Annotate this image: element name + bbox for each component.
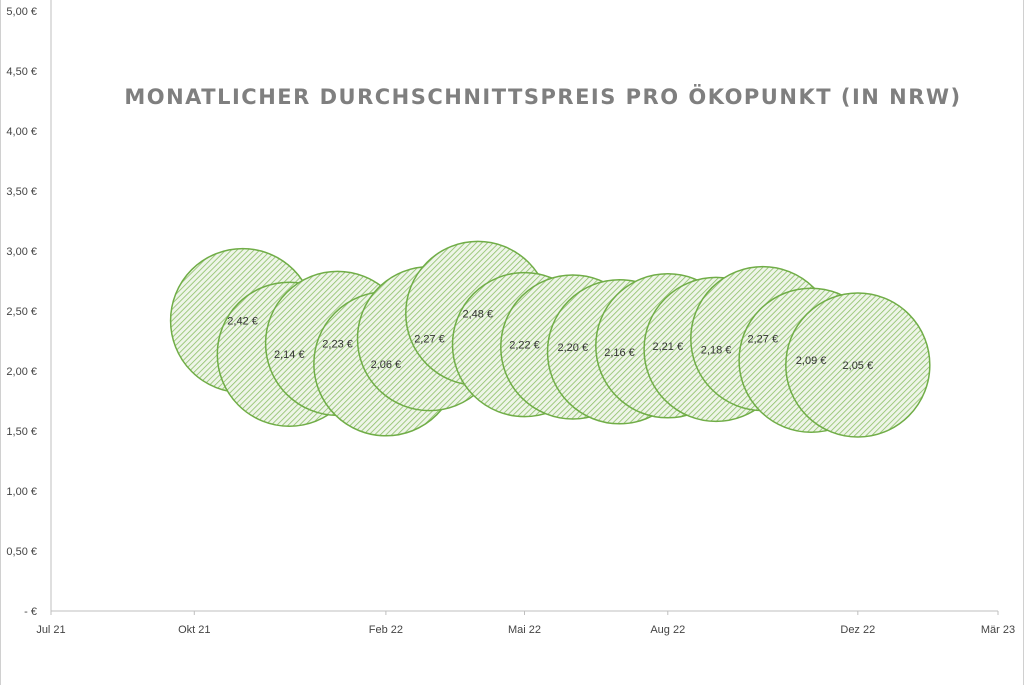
x-tick-label: Jul 21 (36, 624, 65, 636)
data-label: 2,23 € (322, 338, 353, 350)
y-tick-label: 0,50 € (6, 546, 37, 558)
x-tick-label: Dez 22 (840, 624, 875, 636)
x-tick-label: Mär 23 (981, 624, 1015, 636)
x-tick-label: Mai 22 (508, 624, 541, 636)
y-tick-label: 4,00 € (6, 126, 37, 138)
y-tick-label: 2,50 € (6, 306, 37, 318)
chart-title: MONATLICHER DURCHSCHNITTSPREIS PRO ÖKOPU… (124, 84, 961, 109)
data-label: 2,21 € (652, 341, 683, 353)
data-label: 2,48 € (462, 308, 493, 320)
y-tick-label: 3,00 € (6, 246, 37, 258)
y-tick-label: 1,50 € (6, 426, 37, 438)
x-axis-ticks: Jul 21 Okt 21 Feb 22 Mai 22 Aug 22 Dez 22 Mär … (36, 624, 1015, 636)
x-tick-label: Feb 22 (369, 624, 403, 636)
y-tick-label: 5,00 € (6, 6, 37, 18)
data-labels: 2,42 € 2,14 € 2,23 € 2,06 € 2,27 € 2,48 € 2,22… (227, 308, 873, 372)
y-tick-label: 2,00 € (6, 366, 37, 378)
data-label: 2,27 € (414, 334, 445, 346)
data-label: 2,42 € (227, 316, 258, 328)
y-tick-label: 4,50 € (6, 66, 37, 78)
x-tick-label: Aug 22 (650, 624, 685, 636)
data-label: 2,16 € (604, 347, 635, 359)
y-tick-label: 3,50 € (6, 186, 37, 198)
data-label: 2,20 € (557, 342, 588, 354)
y-axis-ticks: - € 0,50 € 1,00 € 1,50 € 2,00 € 2,50 € 3,00 € 3… (6, 6, 999, 618)
bubble (785, 292, 931, 438)
bubble-series (169, 240, 931, 438)
data-label: 2,14 € (274, 349, 305, 361)
y-tick-label: - € (24, 606, 37, 618)
data-label: 2,09 € (796, 355, 827, 367)
data-label: 2,05 € (843, 360, 874, 372)
x-tick-label: Okt 21 (178, 624, 210, 636)
data-label: 2,22 € (509, 340, 540, 352)
y-tick-label: 1,00 € (6, 486, 37, 498)
data-label: 2,18 € (701, 344, 732, 356)
data-label: 2,06 € (371, 359, 402, 371)
data-label: 2,27 € (748, 334, 779, 346)
